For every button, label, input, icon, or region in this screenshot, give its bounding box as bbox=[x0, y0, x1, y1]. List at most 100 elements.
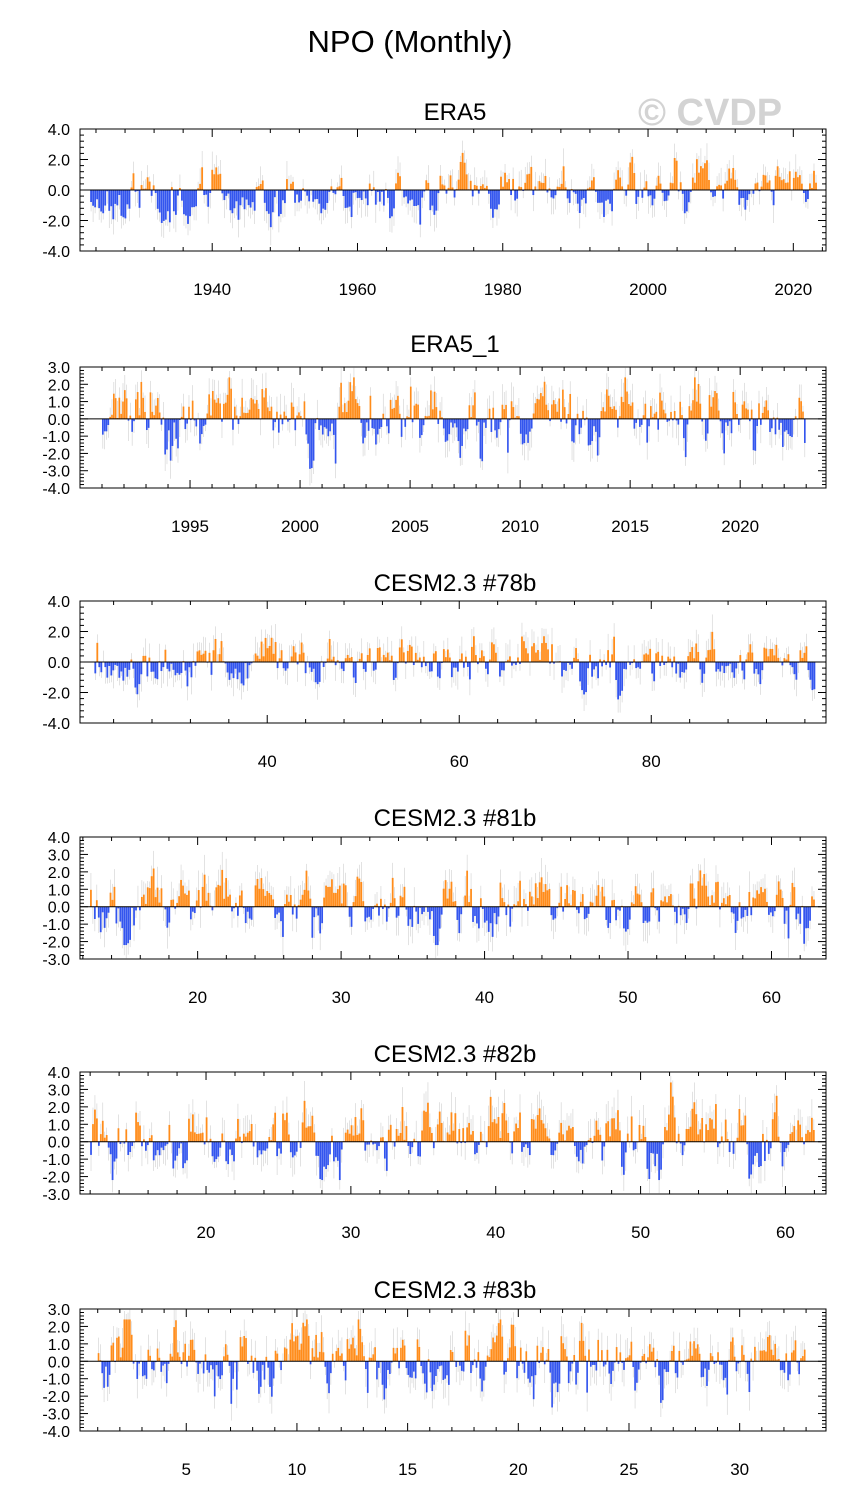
bar bbox=[350, 906, 353, 927]
bar bbox=[444, 657, 447, 662]
bar bbox=[148, 1138, 151, 1142]
bar bbox=[250, 397, 253, 419]
bar bbox=[654, 906, 657, 909]
bar bbox=[580, 418, 583, 428]
bar bbox=[255, 399, 258, 419]
bar bbox=[318, 1351, 321, 1362]
bar bbox=[370, 906, 373, 920]
bar bbox=[276, 906, 278, 915]
bar bbox=[126, 662, 129, 677]
bar bbox=[602, 407, 605, 419]
bar bbox=[160, 1141, 163, 1148]
bar bbox=[758, 403, 760, 419]
bar bbox=[100, 662, 103, 673]
bar bbox=[732, 391, 735, 419]
bar bbox=[713, 1128, 715, 1142]
bar bbox=[432, 906, 435, 936]
bar bbox=[554, 404, 557, 419]
bar bbox=[551, 1361, 553, 1408]
bar bbox=[374, 662, 377, 670]
bar bbox=[646, 906, 649, 923]
bar bbox=[253, 190, 256, 211]
bar bbox=[375, 418, 377, 445]
bar bbox=[453, 418, 456, 424]
bar bbox=[550, 190, 553, 198]
bar bbox=[423, 190, 426, 192]
bar bbox=[168, 906, 171, 923]
bar bbox=[487, 662, 489, 675]
bar bbox=[763, 406, 766, 419]
bar bbox=[466, 1345, 469, 1362]
bar bbox=[648, 1141, 651, 1179]
bar bbox=[425, 1111, 427, 1142]
bar bbox=[666, 902, 668, 907]
bar bbox=[507, 904, 510, 907]
bar bbox=[521, 1361, 524, 1364]
bar bbox=[246, 1132, 249, 1142]
bar bbox=[453, 190, 456, 198]
bar bbox=[717, 410, 720, 419]
bar bbox=[692, 400, 694, 419]
bar bbox=[514, 1346, 517, 1362]
bar bbox=[385, 906, 388, 922]
bar bbox=[651, 417, 654, 419]
bar bbox=[299, 899, 302, 907]
bar bbox=[715, 882, 717, 907]
bar bbox=[621, 186, 624, 190]
bar bbox=[318, 418, 320, 430]
bar bbox=[295, 906, 298, 919]
bar bbox=[805, 190, 807, 202]
bar bbox=[597, 885, 600, 907]
bar bbox=[450, 1112, 453, 1142]
bar bbox=[186, 1361, 188, 1367]
bar bbox=[256, 878, 259, 907]
bar bbox=[540, 1352, 542, 1362]
bar bbox=[362, 901, 365, 907]
bar bbox=[409, 906, 412, 920]
bar bbox=[489, 659, 491, 662]
bar bbox=[409, 1361, 411, 1378]
bar bbox=[314, 190, 317, 200]
bar bbox=[166, 906, 169, 928]
bar bbox=[493, 906, 496, 914]
y-tick-label: -3.0 bbox=[42, 952, 70, 969]
bar bbox=[226, 394, 229, 419]
bar bbox=[414, 652, 417, 662]
bar bbox=[383, 904, 386, 907]
bar bbox=[228, 377, 231, 419]
bar bbox=[645, 653, 648, 662]
bar bbox=[205, 900, 208, 907]
bar bbox=[334, 892, 337, 907]
bar bbox=[440, 906, 443, 915]
bar bbox=[534, 1361, 537, 1376]
bar bbox=[252, 399, 254, 419]
bar bbox=[118, 190, 121, 196]
bar bbox=[481, 1361, 483, 1392]
bar bbox=[348, 657, 351, 662]
bar bbox=[496, 190, 498, 210]
bar bbox=[641, 190, 644, 198]
bar bbox=[720, 1136, 723, 1142]
bar bbox=[190, 662, 193, 678]
bar bbox=[127, 418, 130, 421]
bar bbox=[274, 642, 277, 662]
bar bbox=[99, 1134, 102, 1142]
y-tick-label: 2.0 bbox=[48, 1100, 70, 1117]
bar bbox=[339, 1355, 341, 1362]
bar bbox=[567, 662, 569, 664]
bar bbox=[278, 658, 281, 662]
bar bbox=[321, 1141, 324, 1181]
bar bbox=[189, 906, 192, 920]
bar bbox=[799, 1124, 802, 1142]
bar bbox=[574, 890, 576, 907]
bar bbox=[309, 418, 311, 469]
bar bbox=[215, 402, 218, 419]
bar bbox=[604, 411, 606, 419]
bar bbox=[422, 418, 425, 426]
bar bbox=[140, 896, 143, 907]
bar bbox=[264, 895, 267, 907]
bar bbox=[304, 662, 307, 674]
bar bbox=[677, 418, 680, 425]
bar bbox=[368, 1141, 371, 1145]
bar bbox=[197, 890, 200, 907]
